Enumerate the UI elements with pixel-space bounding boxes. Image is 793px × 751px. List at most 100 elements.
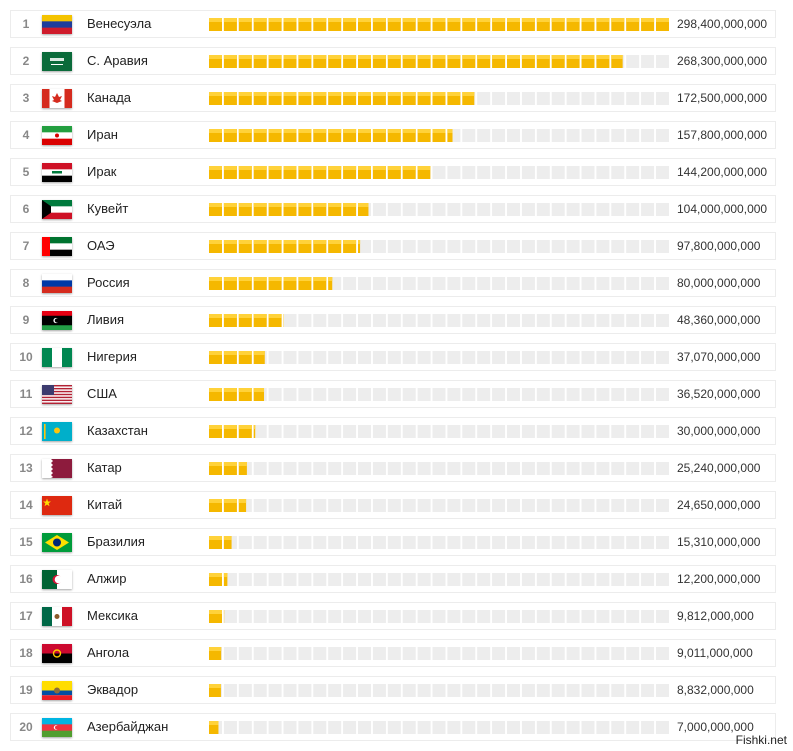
bar-segment-highlight bbox=[268, 203, 282, 207]
country-label: Эквадор bbox=[87, 682, 139, 697]
bar-segment-empty bbox=[656, 425, 669, 438]
bar-segment-highlight bbox=[209, 610, 222, 614]
bar-segment-empty bbox=[447, 388, 461, 401]
bar-segment-highlight bbox=[253, 388, 265, 392]
nigeria-flag bbox=[42, 348, 72, 367]
bar-segment-highlight bbox=[253, 129, 267, 133]
bar-segment-filled bbox=[223, 536, 232, 549]
bar-segment-empty bbox=[283, 351, 297, 364]
rank-label: 6 bbox=[22, 202, 30, 216]
bar-segment-empty bbox=[432, 684, 446, 697]
bar-segment-highlight bbox=[238, 18, 252, 22]
bar-segment-empty bbox=[596, 721, 610, 734]
bar-segment-highlight bbox=[209, 462, 222, 466]
country-label: Иран bbox=[87, 127, 118, 142]
bar-segment-empty bbox=[417, 499, 431, 512]
bar-segment-empty bbox=[521, 573, 535, 586]
bar-segment-empty bbox=[656, 277, 669, 290]
bar-segment-empty bbox=[447, 721, 461, 734]
bar-segment-empty bbox=[611, 610, 625, 623]
bar-segment-empty bbox=[656, 684, 669, 697]
bar-segment-empty bbox=[358, 499, 371, 512]
bar-segment-highlight bbox=[492, 18, 506, 22]
chart-row: 14 Китай 24,650,000,000 bbox=[10, 491, 776, 519]
bar-segment-empty bbox=[641, 684, 655, 697]
bar-segment-empty bbox=[611, 684, 625, 697]
bar-segment-empty bbox=[358, 721, 371, 734]
bar-segment-empty bbox=[611, 462, 625, 475]
bar-segment-empty bbox=[596, 499, 610, 512]
bar-segment-empty bbox=[641, 240, 655, 253]
bar-segment-empty bbox=[581, 425, 595, 438]
bar-segment-highlight bbox=[566, 55, 580, 59]
bar-segment-empty bbox=[641, 499, 655, 512]
bar-segment-empty bbox=[551, 388, 565, 401]
bar-segment-empty bbox=[566, 129, 580, 142]
bar-segment-empty bbox=[507, 351, 520, 364]
bar-segment-filled bbox=[447, 129, 453, 142]
bar-segment-empty bbox=[387, 536, 401, 549]
bar-segment-highlight bbox=[656, 18, 669, 22]
bar-segment-highlight bbox=[209, 499, 222, 503]
bar-segment-empty bbox=[626, 203, 640, 216]
bar-segment-empty bbox=[432, 203, 446, 216]
bar-segment-highlight bbox=[343, 240, 357, 244]
value-label: 268,300,000,000 bbox=[677, 54, 768, 68]
bar-segment-empty bbox=[492, 314, 506, 327]
bar-segment-empty bbox=[328, 684, 342, 697]
bar-segment-empty bbox=[387, 314, 401, 327]
bar-segment-empty bbox=[402, 573, 416, 586]
bar-segment-highlight bbox=[298, 166, 312, 170]
bar-segment-empty bbox=[402, 721, 416, 734]
value-label: 12,200,000,000 bbox=[677, 572, 761, 586]
bar-segment-empty bbox=[387, 277, 401, 290]
bar-segment-highlight bbox=[223, 277, 237, 281]
bar-segment-empty bbox=[447, 462, 461, 475]
bar-segment-highlight bbox=[223, 203, 237, 207]
bar-segment-highlight bbox=[313, 277, 327, 281]
bar-segment-empty bbox=[358, 610, 371, 623]
bar-segment-empty bbox=[462, 610, 476, 623]
bar-segment-empty bbox=[238, 647, 252, 660]
bar-segment-empty bbox=[387, 462, 401, 475]
bar-segment-empty bbox=[507, 166, 520, 179]
bar-segment-empty bbox=[626, 277, 640, 290]
bar-segment-highlight bbox=[358, 92, 371, 96]
bar-segment-empty bbox=[611, 129, 625, 142]
bar-segment-empty bbox=[298, 499, 312, 512]
bar-segment-empty bbox=[581, 684, 595, 697]
bar-segment-empty bbox=[521, 499, 535, 512]
bar-segment-empty bbox=[521, 425, 535, 438]
bar-segment-highlight bbox=[462, 18, 476, 22]
bar-segment-highlight bbox=[343, 166, 357, 170]
bar-segment-highlight bbox=[372, 129, 386, 133]
bar-segment-empty bbox=[641, 55, 655, 68]
bar-segment-empty bbox=[596, 573, 610, 586]
bar-segment-empty bbox=[253, 536, 267, 549]
bar-segment-empty bbox=[626, 388, 640, 401]
bar-segment-highlight bbox=[492, 55, 506, 59]
country-label: Канада bbox=[87, 90, 132, 105]
bar-segment-highlight bbox=[387, 55, 401, 59]
bar-segment-empty bbox=[387, 425, 401, 438]
bar-segment-empty bbox=[536, 92, 550, 105]
bar-segment-empty bbox=[596, 240, 610, 253]
bar-segment-empty bbox=[507, 240, 520, 253]
bar-segment-empty bbox=[358, 240, 371, 253]
bar-segment-highlight bbox=[223, 425, 237, 429]
bar-segment-empty bbox=[432, 425, 446, 438]
qatar-flag bbox=[42, 459, 72, 478]
bar-segment-highlight bbox=[343, 55, 357, 59]
bar-segment-empty bbox=[477, 610, 491, 623]
bar-segment-empty bbox=[521, 536, 535, 549]
bar-segment-highlight bbox=[238, 240, 252, 244]
bar-segment-highlight bbox=[209, 573, 222, 577]
bar-segment-empty bbox=[581, 240, 595, 253]
bar-segment-highlight bbox=[372, 55, 386, 59]
bar-segment-empty bbox=[611, 573, 625, 586]
bar-segment-filled bbox=[328, 277, 333, 290]
bar-segment-empty bbox=[477, 684, 491, 697]
bar-segment-highlight bbox=[298, 240, 312, 244]
bar-segment-empty bbox=[626, 462, 640, 475]
bar-segment-empty bbox=[566, 277, 580, 290]
